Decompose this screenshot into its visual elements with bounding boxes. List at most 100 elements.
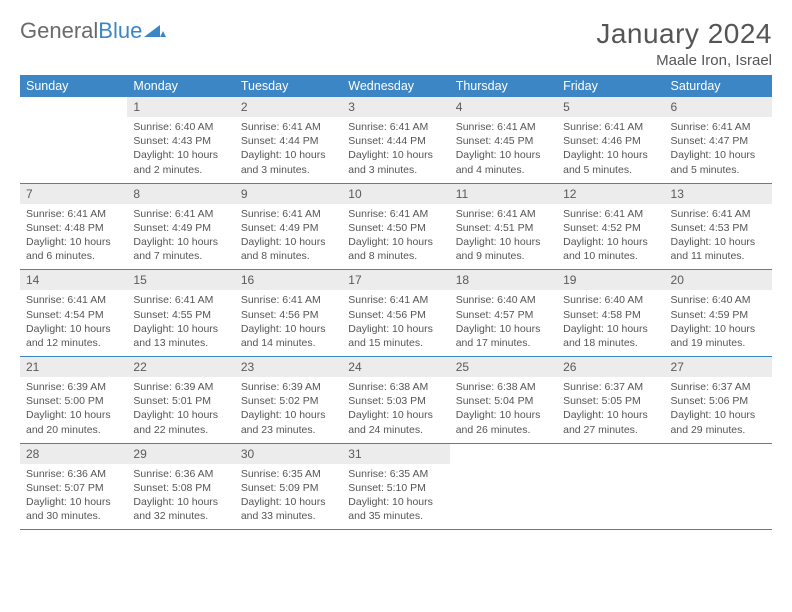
day-body: Sunrise: 6:41 AMSunset: 4:53 PMDaylight:… — [665, 204, 772, 270]
dow-header: Friday — [557, 75, 664, 97]
calendar-cell: .. — [450, 443, 557, 530]
day-number: 9 — [235, 184, 342, 204]
day-body: Sunrise: 6:41 AMSunset: 4:45 PMDaylight:… — [450, 117, 557, 183]
calendar-week-row: 21Sunrise: 6:39 AMSunset: 5:00 PMDayligh… — [20, 357, 772, 444]
day-number: 5 — [557, 97, 664, 117]
calendar-cell: 11Sunrise: 6:41 AMSunset: 4:51 PMDayligh… — [450, 183, 557, 270]
day-body: Sunrise: 6:41 AMSunset: 4:52 PMDaylight:… — [557, 204, 664, 270]
day-body: Sunrise: 6:39 AMSunset: 5:01 PMDaylight:… — [127, 377, 234, 443]
day-number: 22 — [127, 357, 234, 377]
calendar-cell: 17Sunrise: 6:41 AMSunset: 4:56 PMDayligh… — [342, 270, 449, 357]
calendar-cell: 19Sunrise: 6:40 AMSunset: 4:58 PMDayligh… — [557, 270, 664, 357]
day-number: 16 — [235, 270, 342, 290]
day-body: Sunrise: 6:35 AMSunset: 5:10 PMDaylight:… — [342, 464, 449, 530]
calendar-cell: 5Sunrise: 6:41 AMSunset: 4:46 PMDaylight… — [557, 97, 664, 183]
dow-header: Tuesday — [235, 75, 342, 97]
day-number: 8 — [127, 184, 234, 204]
page-header: GeneralBlue January 2024 Maale Iron, Isr… — [20, 18, 772, 69]
calendar-cell: 29Sunrise: 6:36 AMSunset: 5:08 PMDayligh… — [127, 443, 234, 530]
calendar-cell: 18Sunrise: 6:40 AMSunset: 4:57 PMDayligh… — [450, 270, 557, 357]
day-body: Sunrise: 6:39 AMSunset: 5:02 PMDaylight:… — [235, 377, 342, 443]
day-body: Sunrise: 6:41 AMSunset: 4:49 PMDaylight:… — [235, 204, 342, 270]
day-number: 30 — [235, 444, 342, 464]
day-body: Sunrise: 6:40 AMSunset: 4:57 PMDaylight:… — [450, 290, 557, 356]
day-body: Sunrise: 6:41 AMSunset: 4:44 PMDaylight:… — [235, 117, 342, 183]
day-body: Sunrise: 6:41 AMSunset: 4:46 PMDaylight:… — [557, 117, 664, 183]
calendar-cell: 3Sunrise: 6:41 AMSunset: 4:44 PMDaylight… — [342, 97, 449, 183]
calendar-cell: 14Sunrise: 6:41 AMSunset: 4:54 PMDayligh… — [20, 270, 127, 357]
day-number: 25 — [450, 357, 557, 377]
day-body: Sunrise: 6:41 AMSunset: 4:47 PMDaylight:… — [665, 117, 772, 183]
day-body: Sunrise: 6:36 AMSunset: 5:08 PMDaylight:… — [127, 464, 234, 530]
calendar-body: ..1Sunrise: 6:40 AMSunset: 4:43 PMDaylig… — [20, 97, 772, 530]
calendar-cell: 25Sunrise: 6:38 AMSunset: 5:04 PMDayligh… — [450, 357, 557, 444]
day-number: 11 — [450, 184, 557, 204]
calendar-week-row: ..1Sunrise: 6:40 AMSunset: 4:43 PMDaylig… — [20, 97, 772, 183]
day-number: 2 — [235, 97, 342, 117]
calendar-cell: 26Sunrise: 6:37 AMSunset: 5:05 PMDayligh… — [557, 357, 664, 444]
day-body: Sunrise: 6:41 AMSunset: 4:56 PMDaylight:… — [342, 290, 449, 356]
day-number: 21 — [20, 357, 127, 377]
day-body: Sunrise: 6:37 AMSunset: 5:05 PMDaylight:… — [557, 377, 664, 443]
day-number: 24 — [342, 357, 449, 377]
dow-header: Saturday — [665, 75, 772, 97]
calendar-cell: 20Sunrise: 6:40 AMSunset: 4:59 PMDayligh… — [665, 270, 772, 357]
day-number: 12 — [557, 184, 664, 204]
day-number: 7 — [20, 184, 127, 204]
calendar-cell: 13Sunrise: 6:41 AMSunset: 4:53 PMDayligh… — [665, 183, 772, 270]
day-body: Sunrise: 6:38 AMSunset: 5:04 PMDaylight:… — [450, 377, 557, 443]
calendar-cell: 12Sunrise: 6:41 AMSunset: 4:52 PMDayligh… — [557, 183, 664, 270]
day-body: Sunrise: 6:41 AMSunset: 4:48 PMDaylight:… — [20, 204, 127, 270]
day-body: Sunrise: 6:40 AMSunset: 4:58 PMDaylight:… — [557, 290, 664, 356]
day-number: 3 — [342, 97, 449, 117]
day-number: 26 — [557, 357, 664, 377]
logo: GeneralBlue — [20, 18, 166, 44]
day-number: 1 — [127, 97, 234, 117]
dow-header: Monday — [127, 75, 234, 97]
calendar-cell: 4Sunrise: 6:41 AMSunset: 4:45 PMDaylight… — [450, 97, 557, 183]
day-number: 28 — [20, 444, 127, 464]
day-number: 13 — [665, 184, 772, 204]
calendar-cell: 31Sunrise: 6:35 AMSunset: 5:10 PMDayligh… — [342, 443, 449, 530]
calendar-week-row: 14Sunrise: 6:41 AMSunset: 4:54 PMDayligh… — [20, 270, 772, 357]
calendar-cell: 1Sunrise: 6:40 AMSunset: 4:43 PMDaylight… — [127, 97, 234, 183]
day-body: Sunrise: 6:41 AMSunset: 4:55 PMDaylight:… — [127, 290, 234, 356]
calendar-cell: 23Sunrise: 6:39 AMSunset: 5:02 PMDayligh… — [235, 357, 342, 444]
day-body: Sunrise: 6:38 AMSunset: 5:03 PMDaylight:… — [342, 377, 449, 443]
day-number: 23 — [235, 357, 342, 377]
dow-header: Thursday — [450, 75, 557, 97]
day-body: Sunrise: 6:40 AMSunset: 4:59 PMDaylight:… — [665, 290, 772, 356]
calendar-cell: 16Sunrise: 6:41 AMSunset: 4:56 PMDayligh… — [235, 270, 342, 357]
day-body: Sunrise: 6:37 AMSunset: 5:06 PMDaylight:… — [665, 377, 772, 443]
location-label: Maale Iron, Israel — [596, 52, 772, 69]
day-body: Sunrise: 6:35 AMSunset: 5:09 PMDaylight:… — [235, 464, 342, 530]
day-body: Sunrise: 6:41 AMSunset: 4:49 PMDaylight:… — [127, 204, 234, 270]
day-number: 4 — [450, 97, 557, 117]
day-number: 15 — [127, 270, 234, 290]
dow-header: Wednesday — [342, 75, 449, 97]
calendar-week-row: 7Sunrise: 6:41 AMSunset: 4:48 PMDaylight… — [20, 183, 772, 270]
calendar-cell: 8Sunrise: 6:41 AMSunset: 4:49 PMDaylight… — [127, 183, 234, 270]
day-number: 19 — [557, 270, 664, 290]
day-body: Sunrise: 6:41 AMSunset: 4:44 PMDaylight:… — [342, 117, 449, 183]
logo-text-b: Blue — [98, 18, 142, 44]
day-number: 6 — [665, 97, 772, 117]
calendar-week-row: 28Sunrise: 6:36 AMSunset: 5:07 PMDayligh… — [20, 443, 772, 530]
day-number: 10 — [342, 184, 449, 204]
day-body: Sunrise: 6:41 AMSunset: 4:54 PMDaylight:… — [20, 290, 127, 356]
day-body: Sunrise: 6:41 AMSunset: 4:50 PMDaylight:… — [342, 204, 449, 270]
calendar-cell: .. — [665, 443, 772, 530]
day-number: 27 — [665, 357, 772, 377]
calendar-cell: 7Sunrise: 6:41 AMSunset: 4:48 PMDaylight… — [20, 183, 127, 270]
title-block: January 2024 Maale Iron, Israel — [596, 18, 772, 69]
day-number: 14 — [20, 270, 127, 290]
calendar-cell: 2Sunrise: 6:41 AMSunset: 4:44 PMDaylight… — [235, 97, 342, 183]
calendar-cell: 28Sunrise: 6:36 AMSunset: 5:07 PMDayligh… — [20, 443, 127, 530]
calendar-table: SundayMondayTuesdayWednesdayThursdayFrid… — [20, 75, 772, 530]
calendar-cell: .. — [20, 97, 127, 183]
calendar-cell: 6Sunrise: 6:41 AMSunset: 4:47 PMDaylight… — [665, 97, 772, 183]
calendar-cell: 24Sunrise: 6:38 AMSunset: 5:03 PMDayligh… — [342, 357, 449, 444]
day-body: Sunrise: 6:36 AMSunset: 5:07 PMDaylight:… — [20, 464, 127, 530]
calendar-cell: 22Sunrise: 6:39 AMSunset: 5:01 PMDayligh… — [127, 357, 234, 444]
calendar-cell: 21Sunrise: 6:39 AMSunset: 5:00 PMDayligh… — [20, 357, 127, 444]
